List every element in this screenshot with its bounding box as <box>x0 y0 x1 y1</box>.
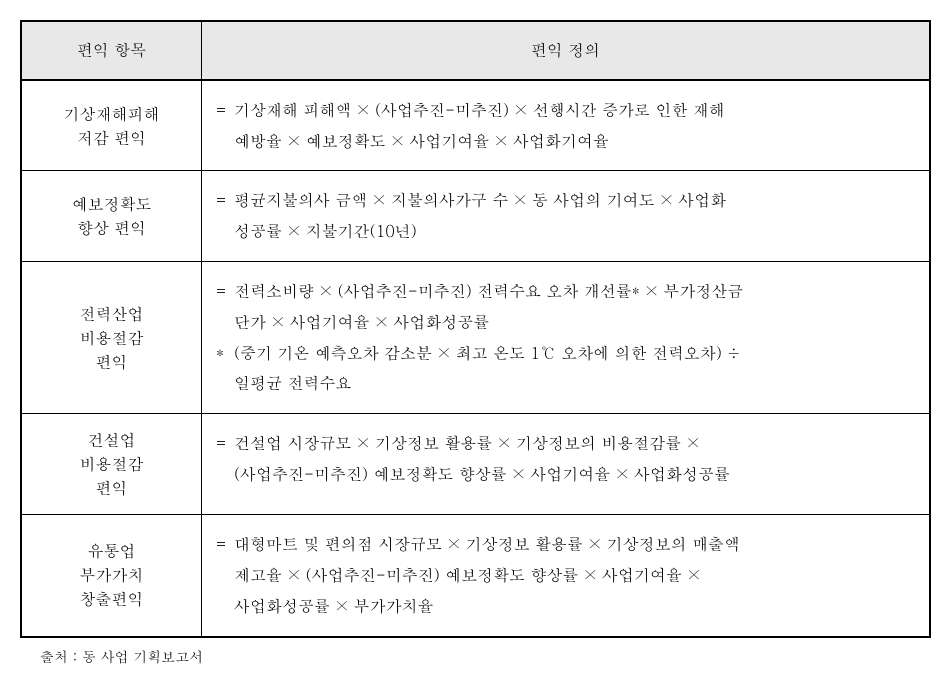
definition-text: 평균지불의사 금액 × 지불의사가구 수 × 동 사업의 기여도 × 사업화 <box>234 186 915 215</box>
definition-prefix <box>216 592 234 621</box>
definition-prefix: = <box>216 429 234 458</box>
table-row: 기상재해피해저감 편익=기상재해 피해액 × (사업추진-미추진) × 선행시간… <box>22 81 929 172</box>
definition-line: =기상재해 피해액 × (사업추진-미추진) × 선행시간 증가로 인한 재해 <box>216 95 915 126</box>
row-definition: =평균지불의사 금액 × 지불의사가구 수 × 동 사업의 기여도 × 사업화성… <box>202 171 929 261</box>
definition-line: (사업추진-미추진) 예보정확도 향상률 × 사업기여율 × 사업화성공률 <box>216 459 915 490</box>
definition-line: =대형마트 및 편의점 시장규모 × 기상정보 활용률 × 기상정보의 매출액 <box>216 529 915 560</box>
definition-line: 제고율 × (사업추진-미추진) 예보정확도 향상률 × 사업기여율 × <box>216 560 915 591</box>
definition-prefix: = <box>216 277 234 306</box>
definition-line: 일평균 전력수요 <box>216 368 915 399</box>
row-label-line: 비용절감 <box>80 326 144 350</box>
row-definition: =전력소비량 × (사업추진-미추진) 전력수요 오차 개선률* × 부가정산금… <box>202 262 929 413</box>
table-row: 예보정확도향상 편익=평균지불의사 금액 × 지불의사가구 수 × 동 사업의 … <box>22 171 929 262</box>
definition-prefix: = <box>216 186 234 215</box>
definition-text: 일평균 전력수요 <box>234 369 915 398</box>
definition-line: =평균지불의사 금액 × 지불의사가구 수 × 동 사업의 기여도 × 사업화 <box>216 185 915 216</box>
row-label-line: 전력산업 <box>80 302 144 326</box>
definition-text: 예방율 × 예보정확도 × 사업기여율 × 사업화기여율 <box>234 127 915 156</box>
definition-text: 건설업 시장규모 × 기상정보 활용률 × 기상정보의 비용절감률 × <box>234 429 915 458</box>
table-source-note: 출처 : 동 사업 기획보고서 <box>40 646 931 666</box>
row-label: 유통업부가가치창출편익 <box>22 515 202 635</box>
definition-text: 성공률 × 지불기간(10년) <box>234 217 915 246</box>
row-label-line: 창출편익 <box>80 587 144 611</box>
definition-text: (사업추진-미추진) 예보정확도 향상률 × 사업기여율 × 사업화성공률 <box>234 460 915 489</box>
definition-text: 기상재해 피해액 × (사업추진-미추진) × 선행시간 증가로 인한 재해 <box>234 96 915 125</box>
definition-line: 사업화성공률 × 부가가치율 <box>216 591 915 622</box>
row-label-line: 향상 편익 <box>72 216 152 240</box>
definition-line: 단가 × 사업기여율 × 사업화성공률 <box>216 307 915 338</box>
definition-line: *(중기 기온 예측오차 감소분 × 최고 온도 1℃ 오차에 의한 전력오차)… <box>216 338 915 369</box>
definition-text: 제고율 × (사업추진-미추진) 예보정확도 향상률 × 사업기여율 × <box>234 561 915 590</box>
definition-line: 예방율 × 예보정확도 × 사업기여율 × 사업화기여율 <box>216 126 915 157</box>
row-label: 기상재해피해저감 편익 <box>22 81 202 171</box>
table-row: 건설업비용절감편익=건설업 시장규모 × 기상정보 활용률 × 기상정보의 비용… <box>22 414 929 515</box>
table-row: 전력산업비용절감편익=전력소비량 × (사업추진-미추진) 전력수요 오차 개선… <box>22 262 929 414</box>
benefits-table: 편익 항목 편익 정의 기상재해피해저감 편익=기상재해 피해액 × (사업추진… <box>20 20 931 638</box>
definition-text: 전력소비량 × (사업추진-미추진) 전력수요 오차 개선률* × 부가정산금 <box>234 277 915 306</box>
definition-prefix <box>216 561 234 590</box>
definition-text: (중기 기온 예측오차 감소분 × 최고 온도 1℃ 오차에 의한 전력오차) … <box>234 339 915 368</box>
table-header-row: 편익 항목 편익 정의 <box>22 22 929 81</box>
row-definition: =기상재해 피해액 × (사업추진-미추진) × 선행시간 증가로 인한 재해예… <box>202 81 929 171</box>
definition-prefix: = <box>216 530 234 559</box>
row-label-line: 편익 <box>80 476 144 500</box>
definition-text: 대형마트 및 편의점 시장규모 × 기상정보 활용률 × 기상정보의 매출액 <box>234 530 915 559</box>
table-row: 유통업부가가치창출편익=대형마트 및 편의점 시장규모 × 기상정보 활용률 ×… <box>22 515 929 637</box>
definition-prefix <box>216 308 234 337</box>
definition-prefix <box>216 369 234 398</box>
row-label-line: 부가가치 <box>80 563 144 587</box>
row-label-line: 예보정확도 <box>72 192 152 216</box>
definition-prefix <box>216 127 234 156</box>
row-label: 전력산업비용절감편익 <box>22 262 202 413</box>
definition-line: =전력소비량 × (사업추진-미추진) 전력수요 오차 개선률* × 부가정산금 <box>216 276 915 307</box>
row-label: 건설업비용절감편익 <box>22 414 202 514</box>
header-col-definition: 편익 정의 <box>202 22 929 79</box>
header-col-item: 편익 항목 <box>22 22 202 79</box>
row-label-line: 비용절감 <box>80 452 144 476</box>
definition-text: 사업화성공률 × 부가가치율 <box>234 592 915 621</box>
definition-prefix <box>216 460 234 489</box>
row-label-line: 저감 편익 <box>64 126 160 150</box>
definition-text: 단가 × 사업기여율 × 사업화성공률 <box>234 308 915 337</box>
row-definition: =건설업 시장규모 × 기상정보 활용률 × 기상정보의 비용절감률 ×(사업추… <box>202 414 929 514</box>
row-label-line: 기상재해피해 <box>64 102 160 126</box>
row-label-line: 유통업 <box>80 539 144 563</box>
row-label-line: 편익 <box>80 350 144 374</box>
definition-prefix: * <box>216 339 234 368</box>
row-label-line: 건설업 <box>80 428 144 452</box>
definition-line: =건설업 시장규모 × 기상정보 활용률 × 기상정보의 비용절감률 × <box>216 428 915 459</box>
definition-prefix <box>216 217 234 246</box>
definition-line: 성공률 × 지불기간(10년) <box>216 216 915 247</box>
row-label: 예보정확도향상 편익 <box>22 171 202 261</box>
row-definition: =대형마트 및 편의점 시장규모 × 기상정보 활용률 × 기상정보의 매출액제… <box>202 515 929 635</box>
definition-prefix: = <box>216 96 234 125</box>
